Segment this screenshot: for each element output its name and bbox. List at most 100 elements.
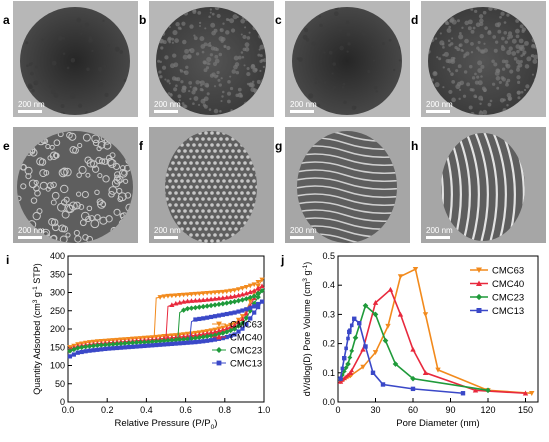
y-tick-label: 0.4 (322, 280, 335, 290)
data-point (212, 337, 218, 342)
data-point (251, 288, 257, 293)
data-point (157, 295, 163, 300)
data-point (259, 283, 265, 289)
data-point (259, 299, 265, 304)
data-point (193, 317, 198, 322)
micrograph-a (13, 1, 138, 117)
data-point (382, 337, 389, 344)
x-tick-label: 90 (445, 405, 455, 415)
data-point (204, 330, 210, 336)
data-point (243, 296, 250, 302)
data-point (212, 329, 218, 335)
data-point (529, 391, 535, 396)
data-point (235, 323, 242, 329)
data-point (243, 284, 249, 290)
data-point (422, 312, 429, 318)
data-point (252, 310, 257, 315)
data-point (224, 294, 230, 300)
y-tick-label: 400 (50, 252, 65, 261)
scale-label: 200 nm (290, 226, 317, 235)
series-CMC23 (337, 302, 491, 394)
y-tick-label: 350 (50, 269, 65, 279)
data-point (220, 336, 225, 341)
data-point (133, 339, 140, 346)
data-point (345, 361, 351, 367)
data-point (79, 349, 84, 355)
data-point (347, 355, 353, 360)
tem-image-f: 200 nm (149, 127, 274, 243)
data-point (169, 293, 175, 299)
data-point (224, 289, 230, 295)
data-point (380, 382, 386, 387)
data-point (247, 294, 253, 301)
data-point (141, 339, 148, 345)
y-tick-label: 0.5 (322, 252, 335, 261)
series-line (339, 317, 464, 395)
data-point (236, 309, 241, 314)
data-point (177, 341, 182, 346)
legend-item-CMC23: CMC23 (470, 293, 524, 304)
legend-label: CMC63 (492, 266, 524, 277)
data-point (248, 316, 253, 321)
data-point (247, 283, 253, 289)
data-point (244, 322, 249, 327)
data-point (348, 328, 352, 333)
data-point (228, 288, 234, 294)
data-point (239, 291, 246, 297)
data-point (410, 375, 416, 382)
data-point (177, 336, 183, 343)
data-point (363, 344, 368, 349)
x-tick-label: 0 (335, 405, 340, 415)
data-point (161, 338, 167, 344)
data-point (228, 333, 233, 338)
data-point (118, 340, 124, 347)
data-point (161, 342, 167, 347)
data-point (247, 308, 253, 314)
data-point (338, 376, 343, 381)
data-point (476, 280, 482, 286)
data-point (208, 302, 214, 309)
data-point (169, 341, 174, 346)
micrograph-h (421, 127, 546, 243)
data-point (208, 290, 214, 296)
tem-image-e: 200 nm (13, 127, 138, 243)
y-tick-label: 0.1 (322, 368, 335, 378)
panel-letter-f: f (139, 139, 143, 153)
data-point (212, 296, 218, 301)
micrograph-f (149, 127, 274, 243)
data-point (259, 277, 265, 283)
data-point (165, 337, 171, 344)
data-point (347, 371, 353, 376)
data-point (196, 304, 203, 310)
data-point (110, 346, 116, 351)
scale-label: 200 nm (290, 100, 317, 109)
data-point (410, 346, 416, 352)
data-point (107, 346, 112, 351)
data-point (255, 290, 261, 297)
data-point (200, 331, 206, 337)
data-point (216, 301, 222, 308)
data-point (216, 347, 222, 353)
legend-label: CMC63 (230, 320, 262, 331)
data-point (129, 340, 136, 346)
data-point (196, 334, 203, 341)
data-point (232, 322, 238, 328)
y-axis-label: Quantity Adsorbed (cm3 g-1 STP) (32, 263, 42, 394)
data-point (255, 294, 261, 300)
x-tick-label: 120 (480, 405, 495, 415)
scale-bar-line (154, 110, 178, 113)
data-point (201, 339, 206, 344)
data-point (360, 346, 366, 352)
x-tick-label: 150 (518, 405, 533, 415)
scale-bar-e: 200 nm (18, 226, 45, 239)
data-point (243, 315, 250, 321)
data-point (153, 338, 159, 345)
data-point (204, 333, 210, 340)
data-point (224, 311, 229, 317)
scale-bar-line (426, 110, 450, 113)
y-tick-label: 0.2 (322, 339, 335, 349)
tem-image-a: 200 nm (13, 1, 138, 117)
data-point (150, 343, 155, 348)
data-point (161, 335, 167, 341)
data-point (232, 293, 238, 299)
